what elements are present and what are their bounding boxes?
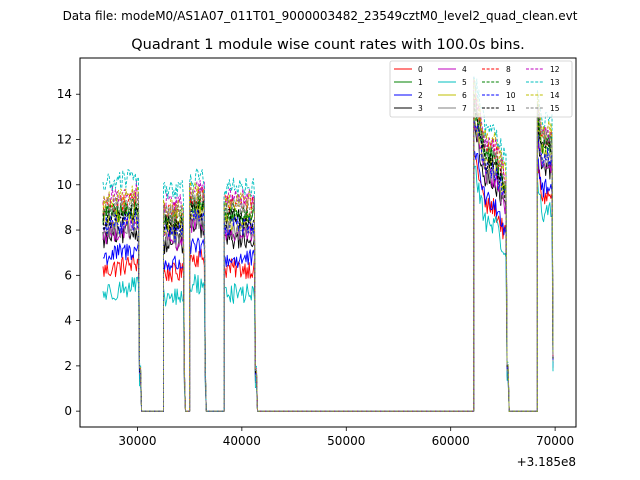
- plot-area: [102, 75, 554, 412]
- x-axis: 30000 40000 50000 60000 70000: [118, 427, 574, 448]
- y-tick-label: 8: [64, 223, 72, 237]
- legend-label-4: 4: [462, 65, 467, 74]
- x-tick-label: 70000: [536, 434, 574, 448]
- legend-box: [389, 60, 573, 118]
- x-tick-label: 30000: [118, 434, 156, 448]
- legend-label-6: 6: [462, 91, 467, 100]
- series-line-10: [102, 117, 554, 412]
- axes-frame: [79, 57, 577, 428]
- x-tick-label: 60000: [432, 434, 470, 448]
- x-tick-label: 50000: [327, 434, 365, 448]
- y-axis: 0 2 4 6 8 10 12 14: [57, 87, 80, 418]
- legend-label-12: 12: [550, 65, 560, 74]
- y-tick-label: 10: [57, 178, 72, 192]
- legend-label-0: 0: [418, 65, 423, 74]
- y-tick-label: 6: [64, 268, 72, 282]
- x-tick-label: 40000: [223, 434, 261, 448]
- y-tick-label: 12: [57, 132, 72, 146]
- legend-label-14: 14: [550, 91, 560, 100]
- legend-label-9: 9: [506, 78, 511, 87]
- legend-label-11: 11: [506, 104, 516, 113]
- legend-label-5: 5: [462, 78, 467, 87]
- chart-title: Quadrant 1 module wise count rates with …: [131, 37, 525, 53]
- legend-label-13: 13: [550, 78, 560, 87]
- y-tick-label: 14: [57, 87, 72, 101]
- legend-label-10: 10: [506, 91, 516, 100]
- figure-suptitle: Data file: modeM0/AS1A07_011T01_90000034…: [63, 9, 578, 23]
- legend-label-8: 8: [506, 65, 511, 74]
- y-tick-label: 0: [64, 404, 72, 418]
- legend-label-15: 15: [550, 104, 560, 113]
- legend-label-1: 1: [418, 78, 423, 87]
- legend-label-7: 7: [462, 104, 467, 113]
- legend-label-2: 2: [418, 91, 423, 100]
- y-tick-label: 2: [64, 359, 72, 373]
- legend-label-3: 3: [418, 104, 423, 113]
- x-offset-label: +3.185e8: [517, 455, 576, 469]
- y-tick-label: 4: [64, 314, 72, 328]
